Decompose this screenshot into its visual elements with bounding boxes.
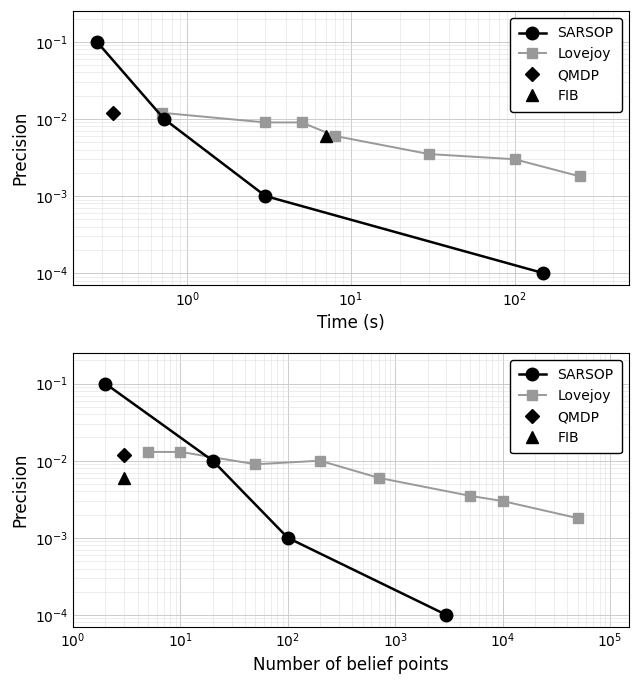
Line: Lovejoy: Lovejoy	[143, 447, 582, 523]
SARSOP	[102, 379, 109, 388]
Lovejoy	[576, 172, 584, 180]
Legend: SARSOP, Lovejoy, QMDP, FIB: SARSOP, Lovejoy, QMDP, FIB	[510, 18, 622, 112]
Lovejoy	[298, 119, 305, 127]
X-axis label: Number of belief points: Number of belief points	[253, 656, 449, 674]
SARSOP	[284, 534, 292, 542]
Y-axis label: Precision: Precision	[11, 111, 29, 185]
Lovejoy	[332, 132, 339, 140]
SARSOP	[209, 457, 216, 465]
Lovejoy	[252, 460, 259, 469]
SARSOP	[443, 611, 451, 619]
X-axis label: Time (s): Time (s)	[317, 314, 385, 332]
Lovejoy	[262, 119, 269, 127]
Lovejoy	[467, 492, 474, 500]
Legend: SARSOP, Lovejoy, QMDP, FIB: SARSOP, Lovejoy, QMDP, FIB	[510, 360, 622, 453]
SARSOP	[93, 38, 100, 46]
Lovejoy	[316, 457, 324, 465]
Lovejoy	[499, 497, 506, 505]
Lovejoy	[177, 448, 184, 456]
Line: SARSOP: SARSOP	[99, 377, 452, 621]
Lovejoy	[375, 474, 383, 482]
Line: Lovejoy: Lovejoy	[157, 108, 584, 182]
Lovejoy	[574, 514, 582, 522]
Lovejoy	[511, 155, 518, 163]
Lovejoy	[144, 448, 152, 456]
Lovejoy	[425, 150, 433, 158]
SARSOP	[262, 192, 269, 200]
Line: SARSOP: SARSOP	[91, 36, 550, 279]
Lovejoy	[158, 109, 166, 117]
SARSOP	[540, 269, 547, 277]
Y-axis label: Precision: Precision	[11, 453, 29, 527]
SARSOP	[160, 115, 168, 123]
